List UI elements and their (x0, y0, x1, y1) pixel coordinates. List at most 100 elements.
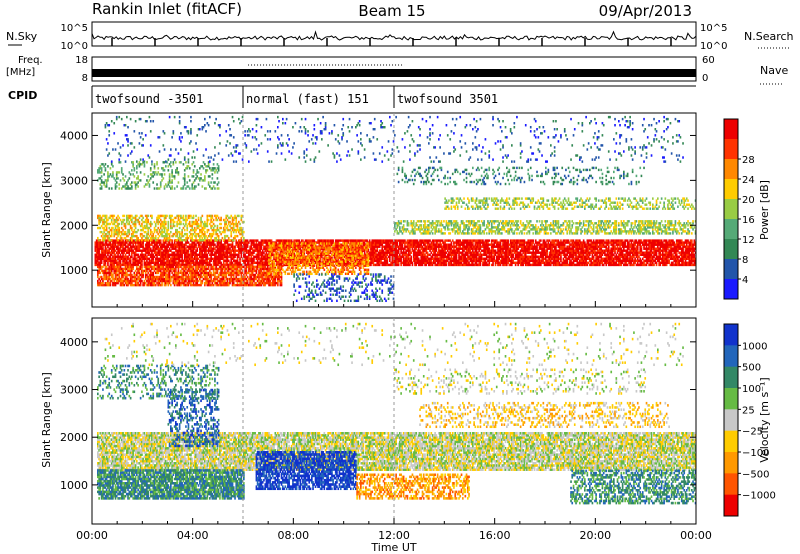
data-cell (394, 259, 396, 263)
data-cell (407, 239, 410, 242)
data-cell (141, 243, 143, 246)
data-cell (463, 247, 465, 250)
data-cell (534, 247, 537, 250)
data-cell (300, 239, 303, 242)
data-cell (506, 249, 508, 252)
data-cell (394, 239, 396, 242)
data-cell (460, 261, 463, 265)
data-cell (240, 245, 243, 248)
data-cell (324, 261, 327, 265)
data-cell (337, 259, 340, 263)
data-cell (495, 255, 498, 259)
data-cell (411, 249, 414, 252)
data-cell (162, 261, 165, 265)
data-cell (154, 253, 157, 257)
data-cell (400, 243, 402, 246)
data-cell (293, 253, 295, 257)
data-cell (459, 255, 462, 259)
data-cell (533, 259, 536, 263)
data-cell (394, 247, 396, 250)
data-cell (290, 239, 293, 242)
data-cell (420, 257, 423, 261)
data-cell (318, 261, 321, 265)
cpid-segment-label: twofsound -3501 (95, 92, 203, 106)
data-cell (385, 263, 387, 267)
data-cell (435, 243, 438, 246)
data-cell (426, 257, 429, 261)
data-cell (493, 239, 496, 242)
data-cell (168, 255, 171, 259)
data-cell (225, 251, 228, 254)
data-cell (386, 253, 389, 257)
data-cell (516, 255, 518, 259)
data-cell (497, 245, 499, 248)
data-cell (202, 257, 205, 261)
data-cell (168, 241, 171, 244)
data-cell (250, 245, 253, 248)
data-cell (163, 245, 166, 248)
data-cell (435, 259, 438, 263)
data-cell (273, 257, 275, 261)
data-cell (161, 257, 163, 261)
data-cell (503, 261, 506, 265)
data-cell (163, 243, 166, 246)
data-cell (185, 253, 187, 257)
data-cell (148, 261, 151, 265)
data-cell (259, 241, 262, 244)
data-cell (394, 241, 396, 244)
data-cell (383, 259, 386, 263)
data-cell (115, 259, 118, 263)
data-cell (436, 243, 439, 246)
data-cell (453, 261, 455, 265)
data-cell (441, 255, 444, 259)
data-cell (396, 261, 399, 265)
data-cell (499, 245, 502, 248)
data-cell (104, 263, 107, 267)
data-cell (120, 241, 123, 244)
data-cell (289, 259, 292, 263)
data-cell (477, 241, 479, 244)
data-cell (492, 255, 494, 259)
data-cell (341, 243, 343, 246)
data-cell (528, 257, 531, 261)
data-cell (470, 257, 473, 261)
data-cell (253, 245, 255, 248)
data-cell (450, 261, 453, 265)
data-cell (402, 249, 405, 252)
data-cell (499, 243, 502, 246)
data-cell (250, 263, 253, 267)
data-cell (370, 243, 372, 246)
data-cell (376, 239, 379, 242)
data-cell (109, 245, 112, 248)
data-cell (261, 253, 264, 257)
data-cell (318, 241, 321, 244)
data-cell (445, 239, 448, 242)
data-cell (422, 261, 425, 265)
data-cell (377, 259, 380, 263)
data-cell (414, 263, 416, 267)
data-cell (392, 261, 395, 265)
data-cell (495, 261, 498, 265)
data-cell (443, 243, 445, 246)
data-cell (527, 257, 530, 261)
data-cell (395, 239, 397, 242)
data-cell (136, 245, 138, 248)
data-cell (402, 263, 405, 267)
data-cell (511, 239, 513, 242)
data-cell (266, 261, 269, 265)
data-cell (376, 245, 379, 248)
data-cell (484, 263, 487, 267)
data-cell (129, 245, 132, 248)
data-cell (534, 259, 537, 263)
data-cell (260, 259, 263, 263)
data-cell (214, 253, 216, 257)
data-cell (494, 249, 497, 252)
data-cell (521, 239, 523, 242)
data-cell (167, 249, 170, 252)
data-cell (477, 247, 479, 250)
data-cell (456, 251, 459, 254)
data-cell (516, 253, 518, 257)
data-cell (523, 253, 526, 257)
data-cell (162, 241, 165, 244)
data-cell (467, 257, 469, 261)
